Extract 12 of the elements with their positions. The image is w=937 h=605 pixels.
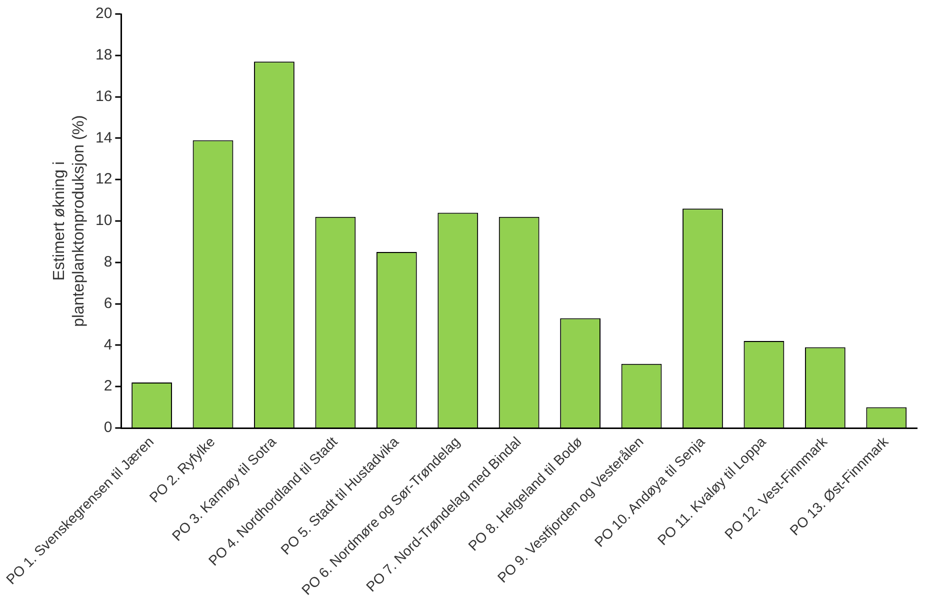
- y-tick-label: 12: [95, 170, 112, 188]
- y-tick-label: 18: [95, 46, 112, 64]
- y-tick-label: 20: [95, 5, 112, 22]
- y-tick-label: 8: [104, 254, 112, 271]
- y-tick-label: 2: [104, 378, 112, 395]
- y-tick-label: 6: [104, 294, 112, 312]
- y-tick-label: 16: [95, 88, 112, 105]
- y-tick-label: 14: [95, 129, 112, 146]
- y-axis-title: Estimert økning i planteplanktonproduksjon (%): [51, 115, 88, 327]
- y-tick-label: 10: [95, 212, 112, 230]
- y-tick-label: 0: [104, 419, 112, 436]
- y-tick-label: 4: [104, 336, 112, 354]
